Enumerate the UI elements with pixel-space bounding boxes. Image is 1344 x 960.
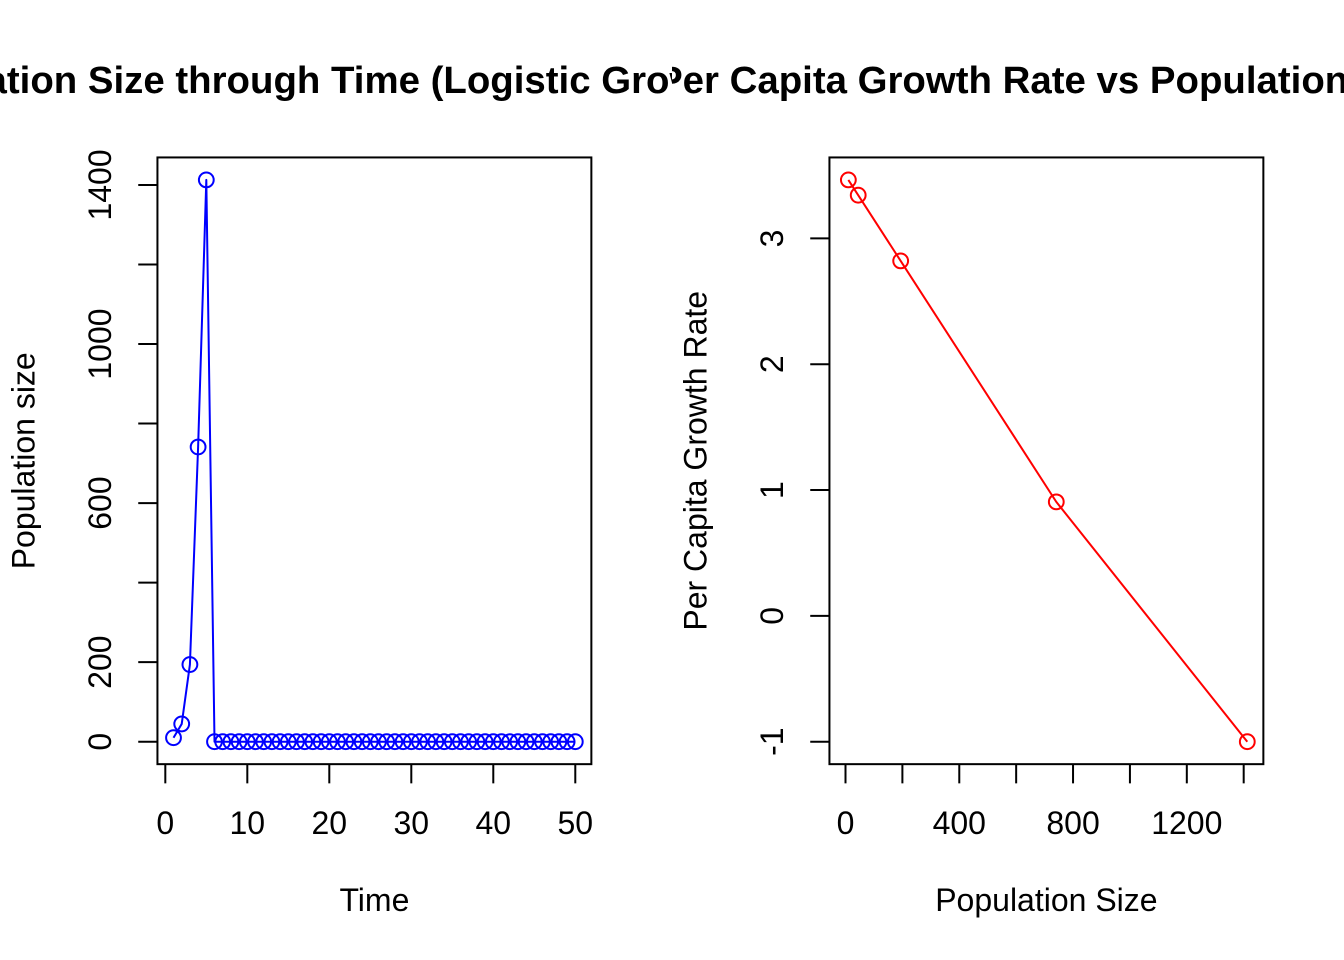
svg-text:Population size: Population size — [5, 352, 41, 569]
svg-text:Population Size: Population Size — [935, 882, 1157, 918]
svg-text:0: 0 — [837, 805, 855, 841]
svg-text:1200: 1200 — [1151, 805, 1222, 841]
svg-text:1400: 1400 — [82, 149, 118, 220]
svg-text:3: 3 — [754, 230, 790, 248]
svg-text:1000: 1000 — [82, 308, 118, 379]
svg-text:200: 200 — [82, 635, 118, 688]
svg-text:Per Capita Growth Rate: Per Capita Growth Rate — [677, 291, 713, 631]
svg-text:0: 0 — [754, 607, 790, 625]
svg-text:Time: Time — [339, 882, 409, 918]
svg-text:600: 600 — [82, 476, 118, 529]
svg-text:30: 30 — [394, 805, 430, 841]
svg-text:0: 0 — [82, 733, 118, 751]
svg-text:2: 2 — [754, 355, 790, 373]
svg-text:1: 1 — [754, 481, 790, 499]
svg-text:-1: -1 — [754, 727, 790, 755]
svg-text:Population Size through Time (: Population Size through Time (Logistic G… — [0, 59, 870, 102]
svg-text:800: 800 — [1046, 805, 1099, 841]
svg-text:20: 20 — [312, 805, 348, 841]
svg-text:50: 50 — [557, 805, 593, 841]
svg-text:40: 40 — [475, 805, 511, 841]
svg-text:10: 10 — [230, 805, 266, 841]
svg-text:Per Capita Growth Rate vs Popu: Per Capita Growth Rate vs Population Siz… — [657, 59, 1344, 102]
svg-text:0: 0 — [156, 805, 174, 841]
svg-text:400: 400 — [933, 805, 986, 841]
